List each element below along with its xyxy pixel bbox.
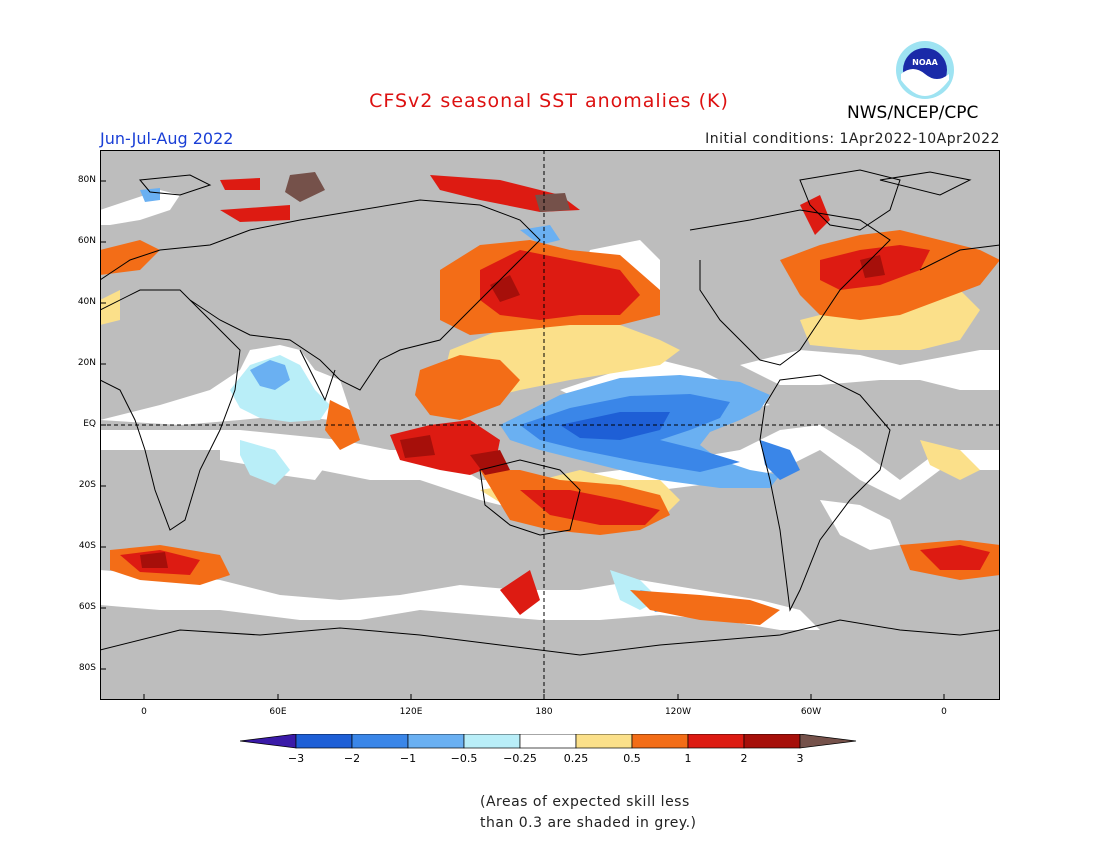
sst-anomaly-map <box>100 150 1000 700</box>
colorbar-tick-label: 2 <box>741 752 748 765</box>
svg-text:NOAA: NOAA <box>912 58 938 67</box>
warm-anomalies <box>100 172 1000 625</box>
colorbar-tick-label: −3 <box>288 752 304 765</box>
colorbar-tick-label: 3 <box>797 752 804 765</box>
lat-label-40n: 40N <box>77 297 96 307</box>
agency-label: NWS/NCEP/CPC <box>847 103 979 123</box>
lon-label-180: 180 <box>535 707 553 717</box>
skill-note: (Areas of expected skill less than 0.3 a… <box>480 792 697 834</box>
coastlines <box>100 169 1000 656</box>
colorbar-swatch <box>295 734 353 749</box>
colorbar-swatch-above-max <box>799 734 857 749</box>
lon-label-0: 0 <box>141 707 147 717</box>
skill-note-line-1: (Areas of expected skill less <box>480 794 690 810</box>
colorbar-tick-label: 0.5 <box>623 752 641 765</box>
colorbar-swatch <box>631 734 689 749</box>
colorbar-swatch <box>743 734 801 749</box>
map-title: CFSv2 seasonal SST anomalies (K) <box>369 90 729 112</box>
colorbar-swatch <box>575 734 633 749</box>
lon-label-120e: 120E <box>399 707 423 717</box>
lon-label-120w: 120W <box>664 707 692 717</box>
noaa-logo: NOAA <box>896 41 954 99</box>
colorbar-tick-label: −0.5 <box>451 752 478 765</box>
lon-label-0-right: 0 <box>941 707 947 717</box>
colorbar-tick-label: 1 <box>685 752 692 765</box>
colorbar-tick-label: −0.25 <box>503 752 537 765</box>
lat-label-60s: 60S <box>78 602 96 612</box>
lat-label-60n: 60N <box>77 236 96 246</box>
lat-label-20n: 20N <box>77 358 96 368</box>
map-ticks <box>100 180 945 700</box>
lon-label-60e: 60E <box>269 707 287 717</box>
cool-anomalies <box>140 188 800 612</box>
colorbar-tick-label: −2 <box>344 752 360 765</box>
lat-label-80n: 80N <box>77 175 96 185</box>
colorbar: −3 −2 −1 −0.5 −0.25 0.25 0.5 1 2 3 <box>240 734 857 765</box>
skill-note-line-2: than 0.3 are shaded in grey.) <box>480 815 697 831</box>
colorbar-swatch <box>351 734 409 749</box>
colorbar-tick-label: −1 <box>400 752 416 765</box>
lat-label-40s: 40S <box>78 541 96 551</box>
initial-conditions-label: Initial conditions: 1Apr2022-10Apr2022 <box>705 131 1000 147</box>
lat-label-80s: 80S <box>78 663 96 673</box>
colorbar-swatch <box>519 734 577 749</box>
colorbar-swatch <box>407 734 465 749</box>
season-label: Jun-Jul-Aug 2022 <box>100 129 234 148</box>
lat-label-eq: EQ <box>83 419 96 429</box>
colorbar-swatch <box>687 734 745 749</box>
colorbar-swatch <box>463 734 521 749</box>
lat-label-20s: 20S <box>78 480 96 490</box>
lon-label-60w: 60W <box>800 707 822 717</box>
colorbar-swatch-below-min <box>240 734 297 749</box>
colorbar-tick-label: 0.25 <box>564 752 589 765</box>
